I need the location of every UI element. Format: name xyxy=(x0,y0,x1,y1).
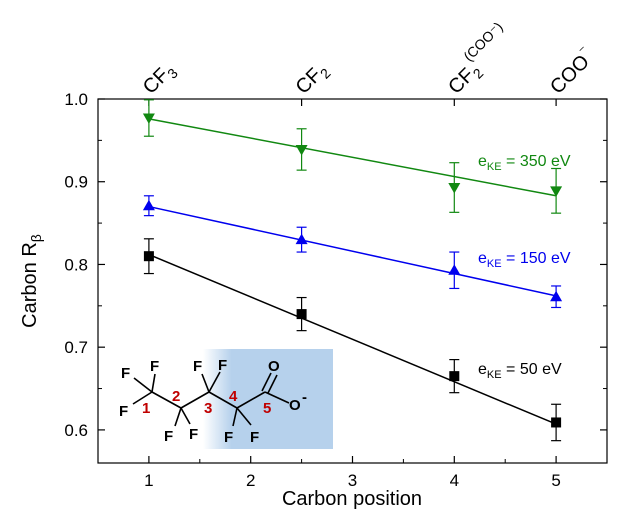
x-tick-label-5: 5 xyxy=(551,471,560,490)
series-label-150ev-sub: KE xyxy=(487,258,502,270)
atom-o-2: O xyxy=(289,397,301,414)
oxygen-charge: - xyxy=(302,389,307,406)
marker-2-0 xyxy=(143,251,154,262)
marker-1-1 xyxy=(295,233,308,245)
carbon-number-5: 5 xyxy=(263,400,271,417)
bond-c5-o-double-b xyxy=(267,374,278,394)
y-tick-label-0.8: 0.8 xyxy=(64,255,88,274)
series-1 xyxy=(142,195,563,309)
carbon-number-3: 3 xyxy=(204,400,212,417)
bond-c3-c4 xyxy=(208,391,238,409)
y-axis-title-base: Carbon R xyxy=(19,242,41,328)
series-label-150ev: eKE = 150 eV xyxy=(478,250,571,270)
bond-c4-f-left xyxy=(232,407,238,427)
marker-1-2 xyxy=(448,264,461,275)
atom-f-3: F xyxy=(119,403,128,420)
x-axis-title: Carbon position xyxy=(282,488,422,510)
x-tick-label-4: 4 xyxy=(450,471,459,490)
fit-line-1 xyxy=(148,205,557,297)
atom-o-1: O xyxy=(268,358,280,375)
top-label-base-3: COO xyxy=(546,51,594,99)
bond-c1-f-left xyxy=(133,377,153,393)
carbon-number-4: 4 xyxy=(229,388,238,405)
atom-f-7: F xyxy=(218,357,227,374)
top-label-sup-2: (COO⁻) xyxy=(460,19,506,65)
y-tick-label-0.6: 0.6 xyxy=(64,421,88,440)
top-label-2: CF2(COO⁻) xyxy=(437,19,519,101)
carbon-number-1: 1 xyxy=(142,400,150,417)
series-label-350ev-prefix: e xyxy=(478,153,487,170)
series-0 xyxy=(142,99,563,214)
x-tick-label-1: 1 xyxy=(144,471,153,490)
bond-c1-f-bottom xyxy=(132,391,153,405)
molecule-inset: F F F F F F F F F O O - 1 2 3 4 5 xyxy=(119,349,333,449)
top-label-1: CF2 xyxy=(292,58,334,100)
atom-f-6: F xyxy=(193,358,202,375)
top-label-0: CF3 xyxy=(139,58,181,100)
fit-line-2 xyxy=(148,253,557,425)
marker-2-2 xyxy=(449,371,460,382)
series-label-150ev-suffix: = 150 eV xyxy=(502,250,571,267)
marker-2-1 xyxy=(296,309,307,320)
bond-c1-c2 xyxy=(151,391,182,409)
bond-c3-f-left xyxy=(201,373,210,393)
atom-f-1: F xyxy=(150,358,159,375)
bond-c4-f-right xyxy=(236,407,252,426)
molecule-highlight xyxy=(203,349,333,449)
bond-c4-c5 xyxy=(236,391,266,409)
bond-c2-f-right xyxy=(180,407,191,425)
marker-1-0 xyxy=(142,199,155,211)
series-label-350ev: eKE = 350 eV xyxy=(478,153,571,173)
y-axis-title: Carbon Rβ xyxy=(19,234,44,328)
marker-0-1 xyxy=(295,144,308,156)
y-tick-label-0.7: 0.7 xyxy=(64,338,88,357)
series-label-50ev-sub: KE xyxy=(487,369,502,381)
fit-line-0 xyxy=(148,118,557,197)
series-label-50ev-prefix: e xyxy=(478,361,487,378)
carbon-number-2: 2 xyxy=(172,388,180,405)
series-label-350ev-sub: KE xyxy=(487,161,502,173)
marker-2-3 xyxy=(551,417,562,428)
bond-c3-f-right xyxy=(208,371,221,393)
marker-0-2 xyxy=(448,183,461,194)
molecule-bonds xyxy=(132,371,290,427)
atom-f-5: F xyxy=(189,426,198,443)
bond-c2-c3 xyxy=(180,391,210,409)
series-label-50ev: eKE = 50 eV xyxy=(478,361,562,381)
bond-c2-f-left xyxy=(174,407,182,427)
marker-0-0 xyxy=(142,113,155,125)
bond-c5-o-double-a xyxy=(261,372,272,392)
y-axis-title-sub: β xyxy=(28,234,44,242)
x-tick-label-2: 2 xyxy=(246,471,255,490)
series-label-150ev-prefix: e xyxy=(478,250,487,267)
top-axis-labels: CF3 CF2 CF2(COO⁻) COO⁻ xyxy=(139,19,600,101)
marker-0-3 xyxy=(550,186,563,197)
bond-c5-o-single xyxy=(264,391,290,404)
bond-c1-f-top xyxy=(151,373,156,393)
atom-f-9: F xyxy=(250,429,259,446)
atom-f-8: F xyxy=(224,429,233,446)
series-label-50ev-suffix: = 50 eV xyxy=(502,361,562,378)
carbon-numbers: 1 2 3 4 5 xyxy=(142,388,271,417)
molecule-atoms: F F F F F F F F F O O - xyxy=(119,357,307,446)
x-tick-label-3: 3 xyxy=(348,471,357,490)
series-label-350ev-suffix: = 350 eV xyxy=(502,153,571,170)
atom-f-2: F xyxy=(121,365,130,382)
top-label-3: COO⁻ xyxy=(543,42,600,99)
marker-1-3 xyxy=(550,290,563,302)
tick-labels: 1 2 3 4 50.60.70.80.91.0 xyxy=(64,90,560,490)
series-2 xyxy=(143,238,562,442)
atom-f-4: F xyxy=(164,428,173,445)
data-series xyxy=(142,99,563,442)
y-tick-label-0.9: 0.9 xyxy=(64,173,88,192)
y-tick-label-1.0: 1.0 xyxy=(64,90,88,109)
